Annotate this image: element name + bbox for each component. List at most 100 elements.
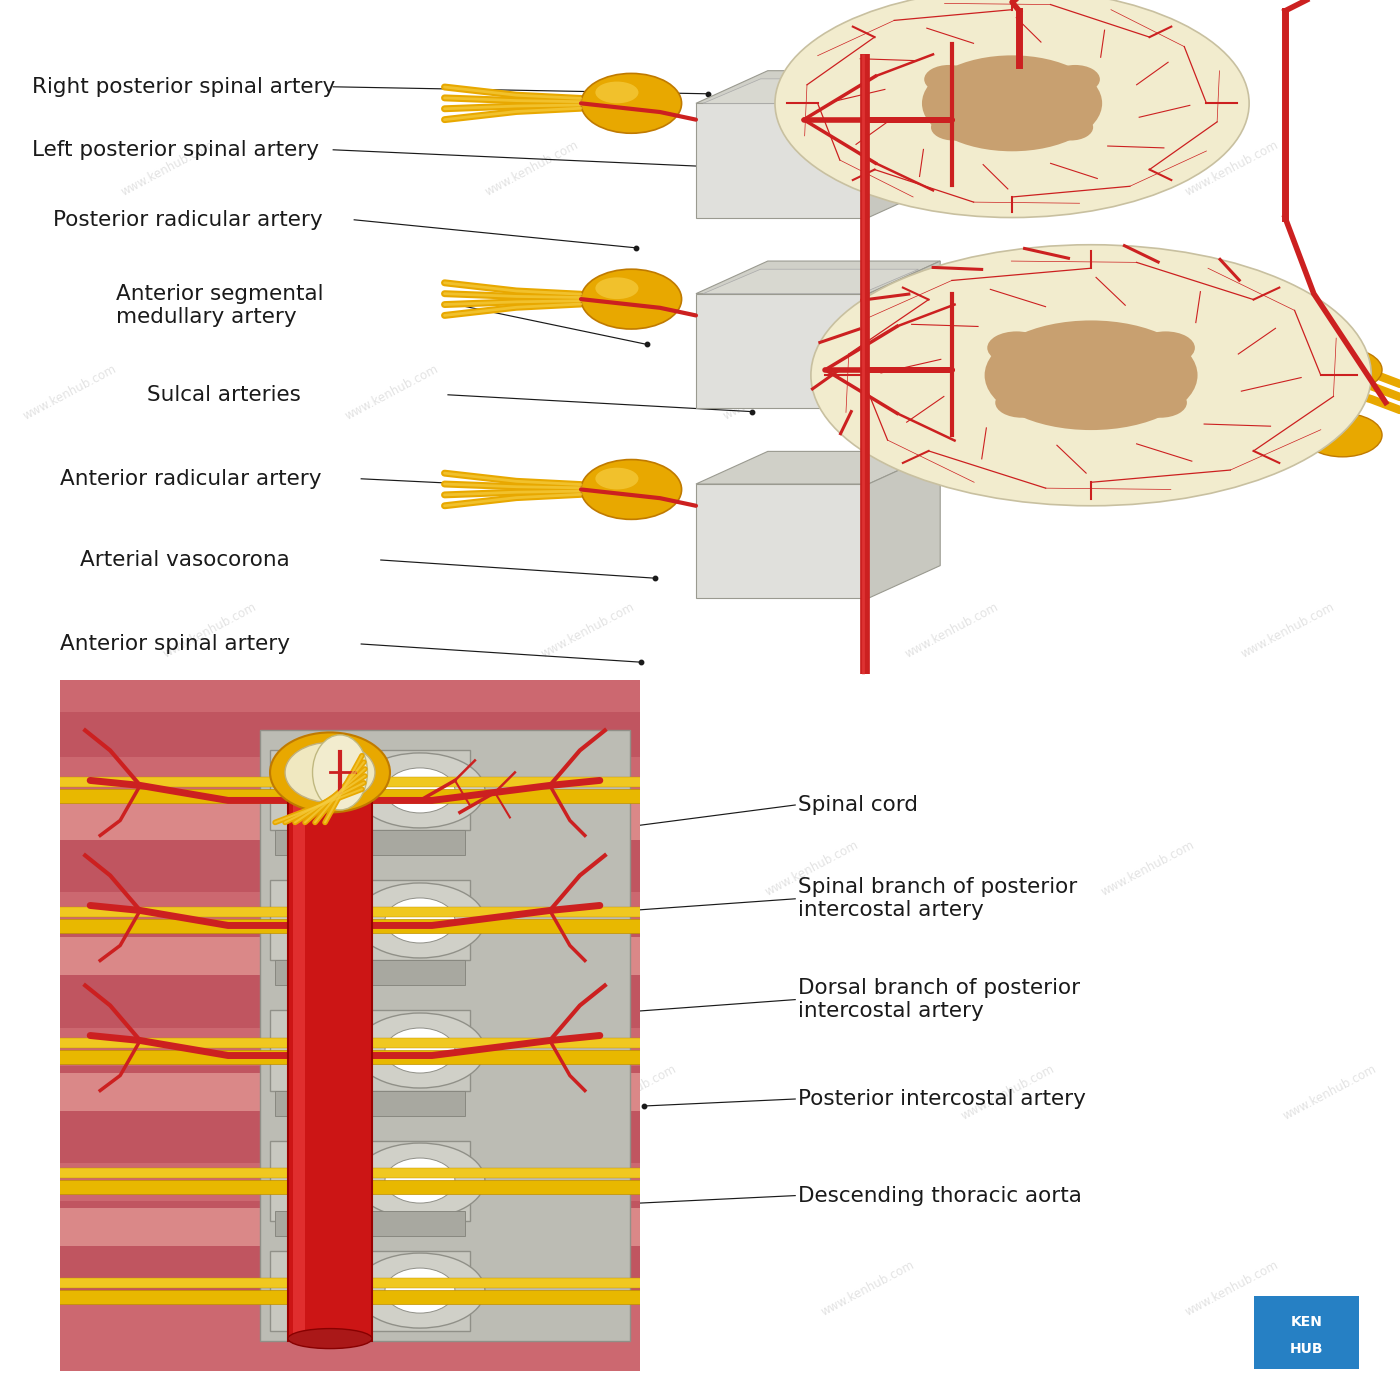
Bar [150,1028,165,1065]
Bar [55,920,645,934]
Bar [270,881,470,960]
Text: Anterior radicular artery: Anterior radicular artery [60,469,322,489]
Ellipse shape [581,73,682,133]
Ellipse shape [595,277,638,300]
Bar [449,1028,465,1065]
Bar [55,795,645,802]
Text: www.kenhub.com: www.kenhub.com [441,1257,539,1319]
Bar [274,1091,465,1116]
Bar [181,1162,195,1201]
Ellipse shape [581,459,682,519]
Bar [270,802,286,840]
Bar [510,1208,525,1246]
Bar [181,713,195,750]
Text: Anterior spinal artery: Anterior spinal artery [60,634,290,654]
Bar [300,1072,315,1110]
Bar [150,892,165,931]
Ellipse shape [1303,413,1382,456]
Bar [150,847,165,885]
Bar [150,983,165,1021]
Bar [210,1302,225,1341]
Bar [55,938,645,976]
Bar [55,1246,645,1257]
Bar [120,713,136,750]
Bar [90,1302,105,1341]
Bar [270,750,470,830]
Bar [239,1117,255,1155]
Bar [210,1028,225,1065]
Bar [55,757,645,795]
Text: www.kenhub.com: www.kenhub.com [203,1061,301,1123]
Bar [420,1028,435,1065]
Polygon shape [868,260,941,407]
Bar [239,802,255,840]
Bar [300,757,315,795]
Bar [630,757,645,795]
Text: www.kenhub.com: www.kenhub.com [119,137,217,199]
Bar [540,757,554,795]
Bar [181,1208,195,1246]
Bar [599,1208,615,1246]
Bar [420,983,435,1021]
Text: Arterial vasocorona: Arterial vasocorona [80,550,290,570]
Text: www.kenhub.com: www.kenhub.com [861,137,959,199]
Bar [391,1302,405,1341]
Bar [360,1162,375,1201]
Bar [510,938,525,976]
Bar [300,1208,315,1246]
Ellipse shape [288,1329,372,1348]
Bar [300,1302,315,1341]
Bar [449,713,465,750]
Text: www.kenhub.com: www.kenhub.com [1281,1061,1379,1123]
Text: www.kenhub.com: www.kenhub.com [161,599,259,661]
Bar [449,983,465,1021]
Text: www.kenhub.com: www.kenhub.com [1071,361,1169,423]
Bar [420,1162,435,1201]
Ellipse shape [356,1014,484,1088]
Bar [449,1162,465,1201]
Bar [599,1028,615,1065]
Ellipse shape [385,897,455,944]
Bar [55,1065,645,1072]
Bar [330,1162,344,1201]
Ellipse shape [1050,64,1100,94]
Bar [55,1180,645,1194]
Bar [60,1208,76,1246]
Bar [330,1257,344,1295]
Polygon shape [696,451,941,484]
Bar [630,1162,645,1201]
Bar [330,1028,344,1065]
Bar [391,713,405,750]
Bar [391,1072,405,1110]
Bar [181,757,195,795]
Bar [60,1162,76,1201]
Bar [510,1162,525,1201]
Bar [420,1072,435,1110]
Bar [360,983,375,1021]
Text: www.kenhub.com: www.kenhub.com [819,1257,917,1319]
Bar [510,1117,525,1155]
Bar [570,1302,585,1341]
Bar [420,847,435,885]
Text: www.kenhub.com: www.kenhub.com [21,361,119,423]
Polygon shape [696,260,941,294]
Bar [260,731,630,1341]
Bar [239,1072,255,1110]
Ellipse shape [286,742,375,802]
Bar [510,1028,525,1065]
Bar [330,1072,344,1110]
Bar [480,713,494,750]
Ellipse shape [776,0,1249,217]
Bar [420,757,435,795]
Bar [449,1208,465,1246]
Bar [270,1302,286,1341]
Ellipse shape [385,1158,455,1203]
Bar [181,938,195,976]
Bar [300,892,315,931]
Bar [630,892,645,931]
Bar [300,1117,315,1155]
Bar [55,1162,645,1201]
Bar [540,802,554,840]
Bar [510,1302,525,1341]
Bar [420,802,435,840]
